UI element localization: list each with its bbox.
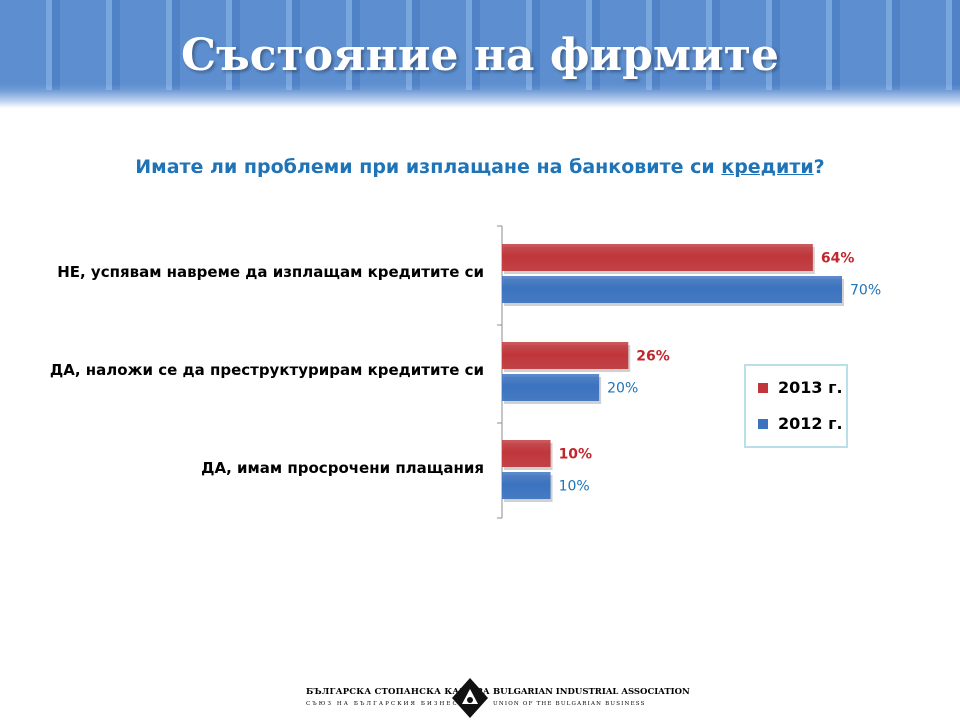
footer-org-en-name: BULGARIAN INDUSTRIAL ASSOCIATION (493, 687, 690, 697)
category-label: НЕ, успявам навреме да изплащам кредитит… (57, 263, 484, 281)
footer-org-bg-sub: СЪЮЗ НА БЪЛГАРСКИЯ БИЗНЕС (306, 701, 459, 707)
question-text-underlined: кредити (721, 156, 814, 178)
data-label: 20% (607, 381, 638, 397)
chart-question: Имате ли проблеми при изплащане на банко… (0, 156, 960, 178)
footer-logo: БЪЛГАРСКА СТОПАНСКА КАМАРА СЪЮЗ НА БЪЛГА… (300, 676, 690, 720)
legend-swatch-2013 (758, 382, 768, 393)
data-label: 70% (850, 283, 881, 299)
data-label: 26% (636, 349, 670, 365)
bar-2012 (502, 374, 600, 401)
legend-label-2013: 2013 г. (778, 378, 843, 397)
slide-title: Състояние на фирмите (180, 30, 780, 81)
data-label: 10% (559, 479, 590, 495)
category-label: ДА, наложи се да преструктурирам кредити… (50, 361, 484, 379)
bar-2013 (502, 244, 813, 271)
bar-2012 (502, 472, 551, 499)
organization-emblem-icon (452, 678, 488, 718)
legend-label-2012: 2012 г. (778, 414, 843, 433)
legend-item-2013: 2013 г. (758, 378, 843, 397)
data-label: 10% (559, 447, 593, 463)
question-text-pre: Имате ли проблеми при изплащане на банко… (135, 156, 722, 178)
bar-2013 (502, 342, 629, 369)
legend-item-2012: 2012 г. (758, 414, 843, 433)
question-text-post: ? (813, 156, 825, 178)
footer-org-bg-name: БЪЛГАРСКА СТОПАНСКА КАМАРА (306, 687, 490, 697)
bar-2013 (502, 440, 551, 467)
data-label: 64% (821, 251, 855, 267)
footer-org-en-sub: UNION OF THE BULGARIAN BUSINESS (493, 701, 646, 707)
category-label: ДА, имам просрочени плащания (201, 459, 484, 477)
slide-header-banner (0, 0, 960, 108)
chart-legend: 2013 г. 2012 г. (744, 364, 848, 448)
legend-swatch-2012 (758, 418, 768, 429)
bar-2012 (502, 276, 842, 303)
